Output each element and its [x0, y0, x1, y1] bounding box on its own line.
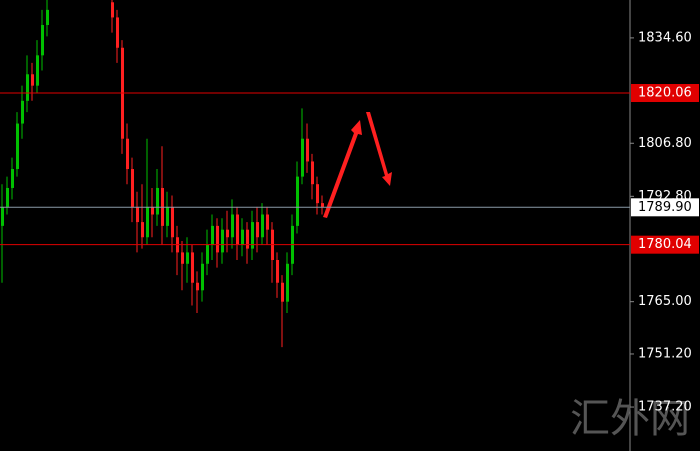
candle-body [151, 206, 154, 215]
price-label: 1820.06 [638, 86, 692, 101]
candle-body [196, 282, 199, 291]
candle-body [276, 259, 279, 283]
y-tick-label: 1751.20 [638, 346, 692, 361]
candle-body [26, 74, 29, 101]
candle-body [226, 229, 229, 238]
candle-body [181, 252, 184, 264]
plot-area [1, 0, 324, 348]
candle-body [256, 222, 259, 238]
candle-body [216, 225, 219, 253]
candle-body [171, 206, 174, 238]
candle-body [156, 187, 159, 215]
candle-body [131, 169, 134, 207]
candle-body [206, 244, 209, 264]
candle-body [316, 184, 319, 204]
candle-body [186, 252, 189, 264]
candle-body [321, 203, 324, 207]
y-tick-label: 1806.80 [638, 136, 692, 151]
candle-body [246, 229, 249, 249]
candle-body [136, 206, 139, 223]
candle-body [201, 263, 204, 291]
candle-body [286, 263, 289, 302]
candle-body [211, 225, 214, 245]
candle-body [191, 252, 194, 283]
candle-body [251, 222, 254, 249]
candle-body [146, 206, 149, 238]
price-label-box [631, 84, 699, 103]
price-label-box [631, 198, 699, 217]
candle-body [261, 214, 264, 238]
candle-body [6, 187, 9, 207]
price-label: 1789.90 [638, 200, 692, 215]
candle-body [31, 74, 34, 86]
price-label-box [631, 235, 699, 254]
price-label: 1780.04 [638, 237, 692, 252]
candle-body [311, 161, 314, 185]
candle-body [46, 9, 49, 26]
candle-body [301, 138, 304, 177]
candle-body [116, 17, 119, 48]
candle-body [16, 123, 19, 170]
arrow-up [323, 120, 362, 218]
candle-body [1, 206, 4, 226]
candle-body [141, 222, 144, 238]
candle-body [241, 229, 244, 245]
candle-body [236, 214, 239, 245]
candle-body [41, 25, 44, 56]
candle-body [231, 214, 234, 238]
candle-body [36, 55, 39, 86]
arrow-down [366, 112, 392, 186]
candle-body [296, 176, 299, 226]
candle-body [221, 229, 224, 253]
watermark: 汇外网 [570, 396, 690, 442]
candle-body [306, 138, 309, 162]
candle-body [166, 206, 169, 226]
y-tick-label: 1765.00 [638, 294, 692, 309]
candle-body [21, 100, 24, 124]
candle-body [266, 214, 269, 230]
candle-body [126, 138, 129, 170]
candle-body [111, 2, 114, 18]
candle-body [11, 169, 14, 188]
y-tick-label: 1834.60 [638, 30, 692, 45]
y-tick-label: 1737.20 [638, 400, 692, 415]
candle-body [281, 282, 284, 302]
